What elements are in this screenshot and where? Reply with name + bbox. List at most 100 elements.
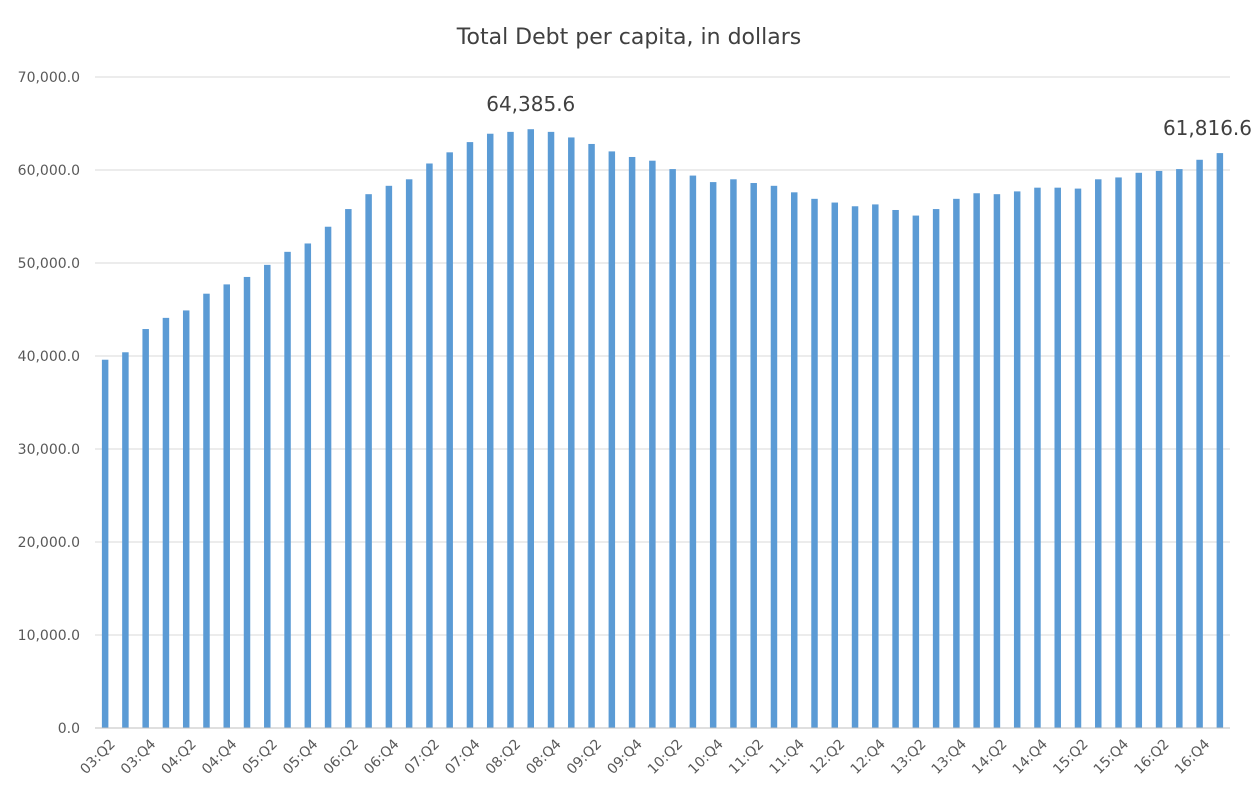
y-tick-label: 70,000.0	[18, 70, 80, 86]
x-tick-label: 11:Q2	[726, 736, 767, 777]
bar	[1115, 177, 1122, 728]
y-axis-tick-labels: 0.0 10,000.0 20,000.0 30,000.0 40,000.0 50,00…	[18, 70, 80, 737]
x-tick-label: 06:Q2	[321, 736, 362, 777]
bar	[142, 329, 149, 728]
bar	[932, 209, 940, 728]
x-tick-label: 11:Q4	[767, 736, 808, 777]
bar	[1176, 169, 1183, 728]
x-axis-tick-labels: 03:Q2 03:Q4 04:Q2 04:Q4 05:Q2 05:Q4 06:Q2 06:Q4…	[77, 736, 1213, 777]
bar	[466, 142, 474, 729]
bar	[385, 185, 393, 728]
bar	[831, 202, 839, 729]
y-tick-label: 20,000.0	[18, 535, 80, 551]
bar	[345, 209, 352, 728]
bar	[912, 215, 920, 728]
bar	[1196, 159, 1203, 728]
bar	[1135, 172, 1143, 729]
bar	[790, 192, 798, 728]
bar	[1013, 191, 1021, 728]
x-tick-label: 07:Q4	[442, 736, 483, 777]
bar	[243, 276, 251, 728]
bar	[486, 133, 494, 729]
bar	[669, 169, 676, 728]
bar	[851, 206, 859, 728]
x-tick-label: 12:Q4	[848, 736, 889, 777]
x-tick-label: 16:Q2	[1131, 736, 1172, 777]
bar	[1155, 170, 1163, 728]
y-tick-label: 60,000.0	[18, 163, 80, 179]
bars	[101, 129, 1224, 729]
bar	[588, 143, 595, 728]
y-tick-label: 50,000.0	[18, 256, 80, 272]
x-tick-label: 03:Q4	[118, 736, 159, 777]
x-tick-label: 08:Q4	[523, 736, 564, 777]
bar	[689, 175, 697, 728]
bar	[547, 131, 555, 728]
bar	[973, 193, 980, 728]
bar	[182, 310, 190, 728]
bar	[203, 293, 210, 728]
bar	[892, 209, 899, 729]
bar	[1054, 187, 1061, 729]
bar	[365, 194, 372, 728]
x-tick-label: 09:Q2	[564, 736, 605, 777]
x-tick-label: 08:Q2	[483, 736, 524, 777]
x-tick-label: 13:Q4	[929, 736, 970, 777]
x-tick-label: 06:Q4	[361, 736, 402, 777]
x-tick-label: 16:Q4	[1172, 736, 1213, 777]
bar	[709, 182, 717, 729]
x-tick-label: 12:Q2	[807, 736, 848, 777]
x-tick-label: 15:Q2	[1050, 736, 1091, 777]
bar	[405, 179, 413, 729]
x-tick-label: 05:Q2	[240, 736, 281, 777]
y-tick-label: 40,000.0	[18, 349, 80, 365]
x-tick-label: 04:Q4	[199, 736, 240, 777]
bar	[872, 204, 879, 728]
bar	[304, 243, 312, 728]
bar	[770, 185, 778, 728]
bar	[507, 131, 514, 728]
bar	[122, 352, 129, 728]
chart-title: Total Debt per capita, in dollars	[456, 25, 801, 50]
bar	[162, 317, 170, 728]
bar	[1074, 188, 1082, 729]
y-tick-label: 10,000.0	[18, 628, 80, 644]
bar	[264, 264, 271, 728]
bar	[953, 198, 960, 728]
x-tick-label: 05:Q4	[280, 736, 321, 777]
bar	[608, 151, 616, 728]
x-tick-label: 14:Q4	[1010, 736, 1051, 777]
bar	[1095, 179, 1102, 729]
bar	[811, 198, 818, 728]
bar	[426, 163, 433, 729]
x-tick-label: 03:Q2	[77, 736, 118, 777]
bar	[1034, 187, 1041, 729]
bar	[527, 129, 535, 728]
bar	[649, 160, 656, 728]
bar	[101, 359, 109, 728]
bar	[324, 226, 332, 729]
bar	[1216, 153, 1224, 729]
x-tick-label: 10:Q4	[685, 736, 726, 777]
bar	[284, 251, 291, 728]
x-tick-label: 14:Q2	[969, 736, 1010, 777]
gridlines	[95, 76, 1230, 636]
data-label: 61,816.6	[1163, 116, 1252, 140]
bar	[730, 179, 737, 729]
bar	[223, 284, 230, 728]
x-tick-label: 10:Q2	[645, 736, 686, 777]
bar	[568, 137, 575, 728]
data-label: 64,385.6	[486, 92, 575, 116]
data-labels: 64,385.6 61,816.6	[486, 92, 1252, 140]
y-tick-label: 0.0	[58, 721, 80, 737]
bar	[628, 156, 636, 729]
bar	[993, 194, 1001, 728]
bar	[750, 183, 757, 728]
x-tick-label: 13:Q2	[888, 736, 929, 777]
y-tick-label: 30,000.0	[18, 442, 80, 458]
x-tick-label: 09:Q4	[604, 736, 645, 777]
x-tick-label: 04:Q2	[158, 736, 199, 777]
x-tick-label: 07:Q2	[402, 736, 443, 777]
